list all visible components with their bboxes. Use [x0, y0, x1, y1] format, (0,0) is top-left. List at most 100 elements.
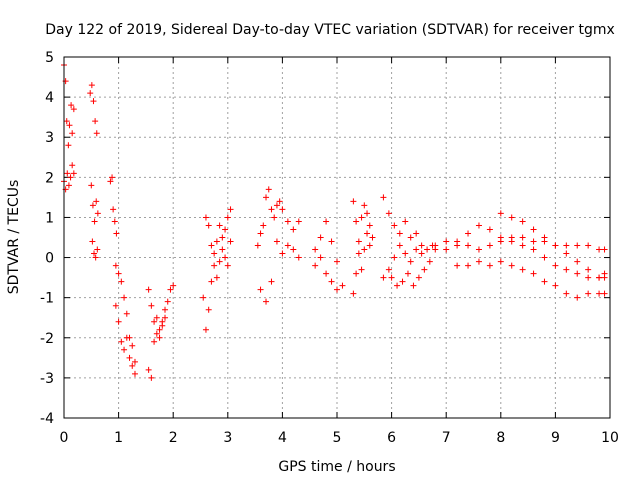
data-point: [407, 258, 414, 265]
data-point: [273, 202, 280, 209]
data-point: [121, 346, 128, 353]
data-point: [148, 374, 155, 381]
data-point: [361, 202, 368, 209]
x-tick-label: 5: [333, 430, 342, 446]
data-point: [279, 206, 286, 213]
data-point: [90, 98, 97, 105]
data-point: [432, 242, 439, 249]
data-point: [213, 274, 220, 281]
data-point: [366, 222, 373, 229]
data-point: [265, 186, 272, 193]
data-point: [202, 214, 209, 221]
data-point: [279, 250, 286, 257]
data-point: [222, 226, 229, 233]
data-point: [334, 258, 340, 265]
data-point: [563, 266, 570, 273]
data-point: [508, 262, 515, 269]
data-point: [268, 206, 275, 213]
data-point: [257, 230, 264, 237]
data-point: [541, 254, 548, 261]
data-point: [263, 298, 270, 305]
data-point: [334, 286, 340, 293]
y-tick-label: 1: [45, 210, 54, 226]
data-point: [205, 222, 212, 229]
data-point: [224, 262, 231, 269]
data-point: [563, 290, 570, 297]
data-point: [465, 230, 472, 237]
data-point: [290, 246, 297, 253]
data-point: [585, 290, 592, 297]
data-point: [358, 266, 365, 273]
data-point: [159, 322, 166, 329]
data-point: [601, 290, 608, 297]
data-point: [156, 326, 163, 333]
data-point: [361, 246, 368, 253]
data-point: [115, 270, 122, 277]
data-point: [65, 182, 72, 189]
data-point: [260, 222, 267, 229]
data-point: [153, 330, 160, 337]
data-point: [208, 242, 215, 249]
data-point: [415, 274, 422, 281]
data-point: [328, 238, 335, 245]
data-point: [211, 262, 218, 269]
data-point: [268, 278, 275, 285]
data-point: [353, 270, 360, 277]
data-point: [129, 362, 136, 369]
data-point: [162, 314, 169, 321]
data-point: [323, 270, 330, 277]
data-point: [475, 258, 482, 265]
data-point: [443, 246, 450, 253]
x-tick-label: 4: [278, 430, 287, 446]
data-point: [92, 254, 99, 261]
data-point: [358, 214, 365, 221]
data-point: [111, 218, 118, 225]
axis-ticks: 0 1 2 3 4 5 6 7 8 9 10 -4 -3 -2 -1 0 1 2 3 4 5: [40, 50, 619, 446]
data-point: [257, 286, 264, 293]
data-point: [486, 226, 493, 233]
data-point: [366, 242, 373, 249]
data-point: [88, 182, 95, 189]
data-point: [407, 234, 414, 241]
y-tick-label: 4: [45, 90, 54, 106]
y-tick-label: 0: [45, 251, 54, 267]
data-point: [110, 206, 117, 213]
data-point: [92, 118, 99, 125]
data-point: [254, 242, 261, 249]
data-point: [94, 210, 101, 217]
data-point: [69, 130, 76, 137]
data-point: [151, 338, 158, 345]
data-points: [61, 62, 608, 381]
data-point: [552, 282, 559, 289]
data-point: [202, 326, 209, 333]
data-point: [295, 218, 302, 225]
data-point: [418, 250, 425, 257]
data-point: [227, 238, 234, 245]
data-point: [486, 242, 493, 249]
data-point: [167, 286, 174, 293]
data-point: [396, 230, 403, 237]
y-tick-label: -3: [40, 371, 54, 387]
data-point: [380, 194, 387, 201]
data-point: [121, 294, 128, 301]
data-point: [170, 282, 177, 289]
data-point: [70, 170, 77, 177]
data-point: [227, 206, 234, 213]
data-point: [317, 234, 324, 241]
x-tick-label: 2: [169, 430, 178, 446]
data-point: [271, 214, 278, 221]
data-point: [350, 290, 357, 297]
data-point: [486, 262, 493, 269]
data-point: [353, 218, 360, 225]
y-tick-label: 5: [45, 50, 54, 66]
data-point: [126, 354, 133, 361]
data-point: [115, 318, 122, 325]
x-tick-label: 1: [114, 430, 123, 446]
data-point: [216, 258, 223, 265]
data-point: [129, 342, 136, 349]
data-point: [156, 334, 163, 341]
x-tick-label: 10: [601, 430, 619, 446]
data-point: [355, 250, 362, 257]
data-point: [596, 246, 603, 253]
data-point: [284, 218, 291, 225]
